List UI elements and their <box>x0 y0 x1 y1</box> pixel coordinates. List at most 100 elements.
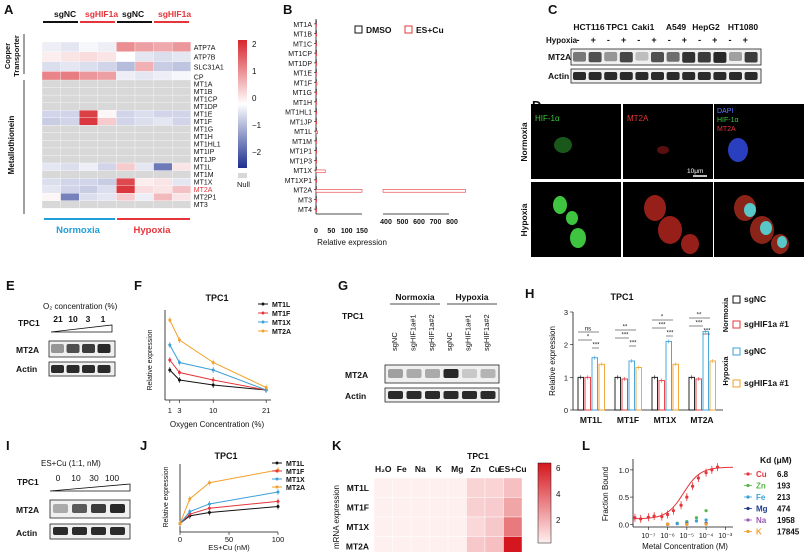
bar <box>688 376 695 411</box>
nucleus-signal <box>554 137 572 153</box>
blot-band <box>443 369 459 378</box>
bar-dmso <box>315 49 317 54</box>
heatmap-cell <box>97 61 117 72</box>
series-line <box>169 319 267 388</box>
significance-label: *** <box>658 323 666 329</box>
legend-marker <box>275 477 279 481</box>
axis-label: Relative expression <box>317 238 387 247</box>
colorbar <box>537 462 552 544</box>
legend-marker <box>261 329 265 333</box>
heatmap-cell <box>97 147 117 156</box>
bar-dmso <box>315 166 317 171</box>
heatmap-cell <box>116 125 136 134</box>
colorbar-tick: −2 <box>252 148 262 157</box>
heatmap-cell <box>79 102 98 111</box>
blot-row-label: MT2A <box>16 505 39 515</box>
legend-group-label: Normoxia <box>721 297 730 332</box>
colorbar-tick: 1 <box>252 67 257 76</box>
row-label: Normoxia <box>519 122 529 161</box>
series-line <box>169 344 267 391</box>
blot-title: ES+Cu (1:1, nM) <box>41 459 101 468</box>
legend-label: K <box>756 528 762 537</box>
heatmap-cell <box>60 41 80 52</box>
heatmap-cell <box>41 41 61 52</box>
panel-d: DHIF-1αMT2ADAPIHIF-1αMT2A10μmNormoxiaHyp… <box>519 98 804 257</box>
sign-label: - <box>607 35 610 45</box>
heatmap-cell <box>60 162 80 171</box>
significance-label: ** <box>623 325 628 331</box>
heatmap-cell <box>134 79 154 88</box>
row-label: Hypoxia <box>519 203 529 236</box>
heatmap-cell <box>60 125 80 134</box>
heatmap-cell <box>153 117 173 126</box>
bar-escu <box>315 140 317 144</box>
heatmap-cell <box>41 200 61 209</box>
heatmap-cell <box>153 51 173 62</box>
heatmap-cell <box>116 71 136 82</box>
blot-band <box>744 72 758 80</box>
heatmap-cell <box>79 170 98 179</box>
legend-value: 6.8 <box>777 470 789 479</box>
blot-row-label: MT2A <box>16 345 39 355</box>
bar <box>672 363 679 411</box>
sign-label: + <box>712 35 717 45</box>
cytoplasm-signal <box>644 195 666 221</box>
heatmap-cell <box>134 155 154 164</box>
heatmap-cell <box>97 94 117 103</box>
axis-label: Metal Concentration (M) <box>642 542 728 551</box>
blot-band <box>66 344 80 353</box>
legend-value: 193 <box>777 482 791 491</box>
blot-band <box>604 52 618 62</box>
heatmap-cell <box>392 536 412 552</box>
blot-band <box>729 52 742 62</box>
heatmap-cell <box>97 110 117 118</box>
condition-label: Hypoxia <box>134 225 172 236</box>
legend-label: MT2A <box>272 329 291 336</box>
heatmap-cell <box>79 71 98 82</box>
axis-tick-label: 50 <box>225 535 233 544</box>
condition-value: 10 <box>68 314 78 324</box>
axis-tick-label: 3 <box>177 406 181 415</box>
blot-band <box>388 369 403 378</box>
blot-band <box>588 52 602 63</box>
heatmap-cell <box>134 51 154 62</box>
bar-escu <box>315 33 317 37</box>
heatmap-cell <box>134 61 154 72</box>
gene-label: MT1C <box>293 41 312 48</box>
heatmap-cell <box>134 102 154 111</box>
gene-label: MT2A <box>293 188 312 195</box>
heatmap-cell <box>134 110 154 118</box>
blot-band <box>573 52 586 62</box>
blot-band <box>697 72 711 80</box>
group-label: MT2A <box>690 415 713 425</box>
heatmap-cell <box>153 125 173 134</box>
bar-escu <box>315 101 317 105</box>
panel-letter: F <box>134 278 142 293</box>
heatmap-cell <box>97 185 117 194</box>
group-header: sgNC <box>54 9 76 19</box>
data-point <box>694 519 699 523</box>
hypoxia-label: Hypoxia <box>546 36 578 45</box>
heatmap-cell <box>503 477 523 498</box>
cell-label: TPC1 <box>18 318 40 328</box>
bar-dmso <box>315 157 317 161</box>
panel-letter: E <box>6 278 15 293</box>
micrograph-tile <box>714 104 804 179</box>
heatmap-cell <box>116 51 136 62</box>
legend-label: Zn <box>756 482 766 491</box>
heatmap-cell <box>97 87 117 96</box>
heatmap-cell <box>373 477 393 498</box>
bar-escu <box>315 111 317 115</box>
axis-label: mRNA expression <box>332 485 341 549</box>
panel-i: I ES+Cu (1:1, nM)TPC1 0 10 30 100 MT2A Actin <box>6 438 131 540</box>
gene-label: MT1XP1 <box>285 178 312 185</box>
heatmap-cell <box>60 155 80 164</box>
heatmap-cell <box>79 87 98 96</box>
heatmap-cell <box>153 61 173 72</box>
heatmap-cell <box>484 497 504 518</box>
legend-label: MT1L <box>286 461 305 468</box>
gene-label: MT1X <box>293 168 312 175</box>
panel-letter: I <box>6 438 10 453</box>
